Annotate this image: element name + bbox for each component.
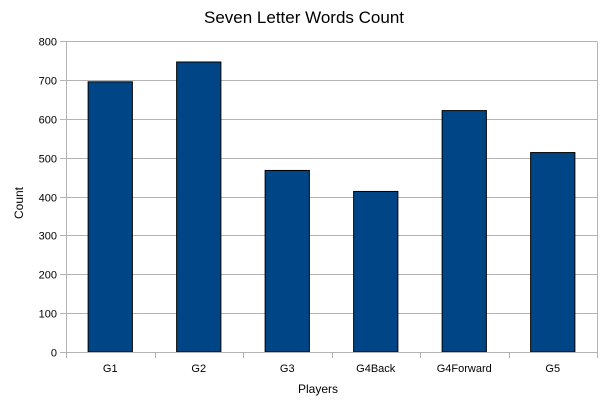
chart-title: Seven Letter Words Count bbox=[204, 8, 404, 27]
x-tick-label: G1 bbox=[103, 363, 118, 375]
bar-g3 bbox=[264, 169, 310, 353]
y-tick-label: 700 bbox=[39, 76, 57, 88]
x-tick-label: G3 bbox=[280, 363, 295, 375]
y-tick-label: 800 bbox=[39, 37, 57, 49]
bar-g1 bbox=[87, 81, 133, 353]
x-tick-label: G5 bbox=[545, 363, 560, 375]
x-tick-labels: G1 G2 G3 G4Back G4Forward G5 bbox=[66, 352, 598, 375]
y-tick-labels: 0 100 200 300 400 500 600 700 800 bbox=[39, 37, 57, 360]
bar-g4forward bbox=[441, 110, 487, 353]
x-tick-label: G2 bbox=[191, 363, 206, 375]
y-tick-label: 200 bbox=[39, 270, 57, 282]
y-tick-label: 400 bbox=[39, 193, 57, 205]
y-tick-label: 100 bbox=[39, 309, 57, 321]
x-axis-label: Players bbox=[298, 382, 338, 396]
bar-g5 bbox=[530, 152, 576, 353]
y-tick-label: 500 bbox=[39, 154, 57, 166]
y-tick-label: 300 bbox=[39, 231, 57, 243]
bars bbox=[87, 61, 576, 353]
x-tick-label: G4Forward bbox=[437, 363, 492, 375]
bar-g2 bbox=[176, 61, 222, 353]
y-tick-label: 0 bbox=[51, 348, 57, 360]
bar-g4back bbox=[353, 190, 399, 353]
x-tick-label: G4Back bbox=[356, 363, 396, 375]
gridlines bbox=[60, 41, 598, 358]
y-axis-label: Count bbox=[12, 186, 26, 219]
y-tick-label: 600 bbox=[39, 115, 57, 127]
